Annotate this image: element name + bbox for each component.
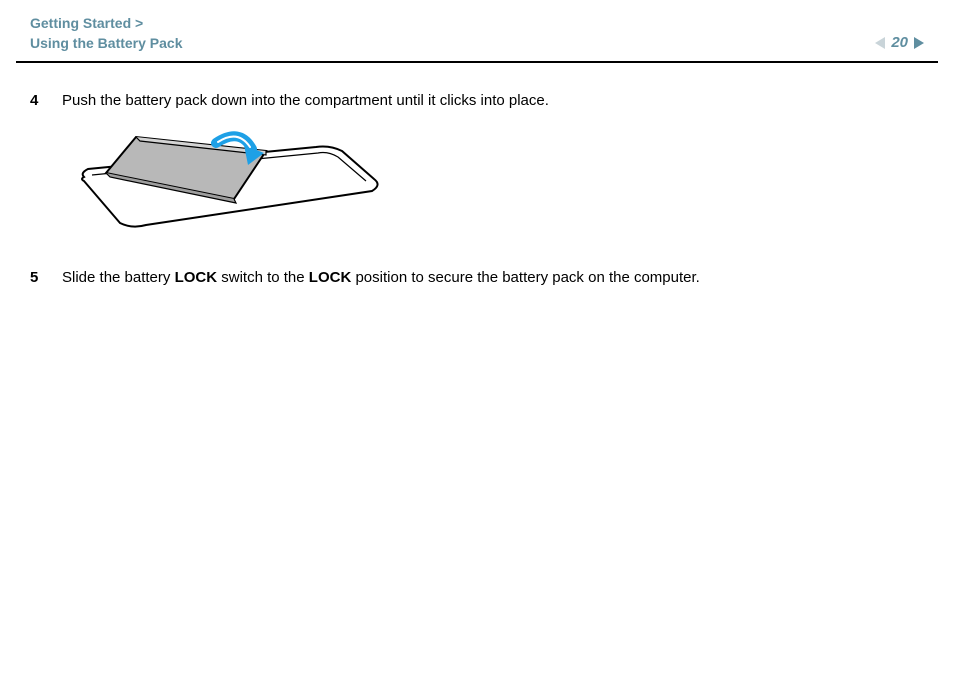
step-text: Push the battery pack down into the comp… — [62, 91, 549, 111]
step-5: 5 Slide the battery LOCK switch to the L… — [30, 268, 924, 288]
battery-install-figure — [66, 129, 924, 244]
breadcrumb-line-1: Getting Started > — [30, 14, 183, 34]
page-navigation: 20 — [875, 34, 924, 53]
battery-diagram-svg — [66, 129, 386, 239]
page-header: Getting Started > Using the Battery Pack… — [0, 0, 954, 61]
next-page-icon[interactable] — [914, 37, 924, 49]
prev-page-icon[interactable] — [875, 37, 885, 49]
step-text-bold: LOCK — [175, 269, 218, 286]
page-number: 20 — [891, 34, 908, 51]
step-text: Slide the battery LOCK switch to the LOC… — [62, 268, 700, 288]
step-text-part: switch to the — [217, 269, 309, 286]
breadcrumb: Getting Started > Using the Battery Pack — [30, 14, 183, 53]
page-content: 4 Push the battery pack down into the co… — [0, 63, 954, 289]
step-text-part: Slide the battery — [62, 269, 175, 286]
step-text-bold: LOCK — [309, 269, 352, 286]
step-text-part: position to secure the battery pack on t… — [351, 269, 700, 286]
breadcrumb-line-2: Using the Battery Pack — [30, 34, 183, 54]
step-number: 5 — [30, 268, 46, 288]
step-4: 4 Push the battery pack down into the co… — [30, 91, 924, 111]
step-number: 4 — [30, 91, 46, 111]
